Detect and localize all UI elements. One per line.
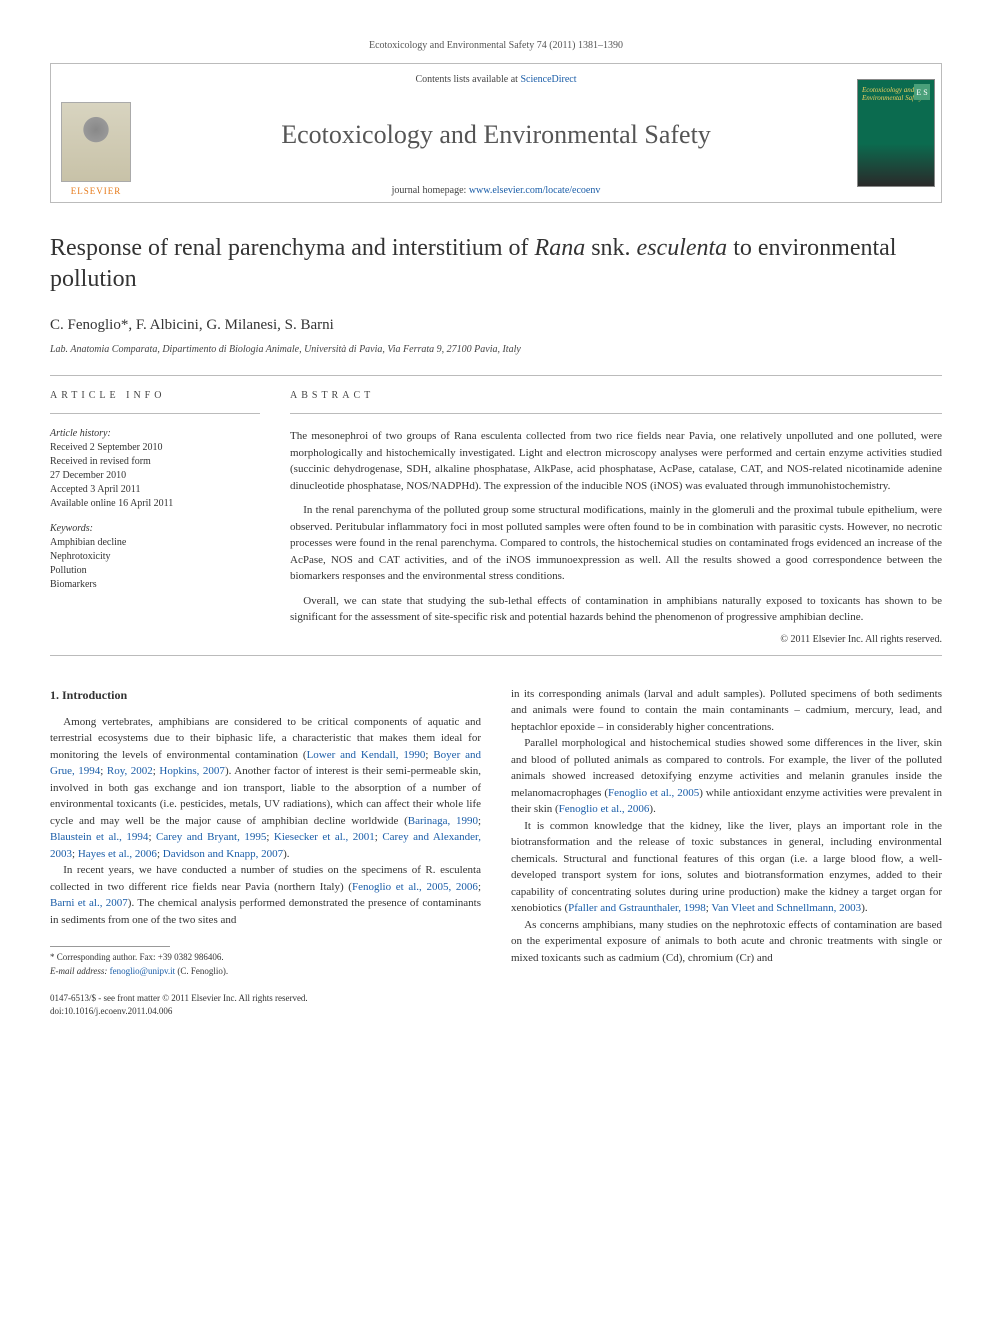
cover-col: E S Ecotoxicology and Environmental Safe… bbox=[851, 64, 941, 202]
text-run: ; bbox=[478, 881, 481, 893]
info-abstract-row: ARTICLE INFO Article history: Received 2… bbox=[50, 390, 942, 645]
citation-link[interactable]: Roy, 2002 bbox=[107, 765, 153, 777]
publisher-logo-col: ELSEVIER bbox=[51, 64, 141, 202]
journal-header: ELSEVIER Contents lists available at Sci… bbox=[50, 63, 942, 203]
divider bbox=[290, 413, 942, 414]
citation-link[interactable]: Fenoglio et al., 2005 bbox=[608, 787, 699, 799]
contents-prefix: Contents lists available at bbox=[415, 74, 520, 85]
text-run: ). bbox=[283, 848, 289, 860]
abstract-paragraph: Overall, we can state that studying the … bbox=[290, 593, 942, 626]
divider bbox=[50, 413, 260, 414]
title-part: snk. bbox=[585, 235, 636, 261]
body-paragraph: Parallel morphological and histochemical… bbox=[511, 735, 942, 818]
section-heading: 1. Introduction bbox=[50, 686, 481, 704]
citation-link[interactable]: Hayes et al., 2006 bbox=[78, 848, 157, 860]
email-footnote: E-mail address: fenoglio@unipv.it (C. Fe… bbox=[50, 965, 481, 979]
title-genus: Rana bbox=[535, 235, 586, 261]
history-line: Received in revised form bbox=[50, 455, 260, 469]
email-label: E-mail address: bbox=[50, 966, 110, 976]
text-run: ; bbox=[148, 831, 156, 843]
copyright-line: © 2011 Elsevier Inc. All rights reserved… bbox=[290, 634, 942, 645]
article-title: Response of renal parenchyma and interst… bbox=[50, 233, 942, 295]
keyword: Biomarkers bbox=[50, 578, 260, 592]
text-run: ). bbox=[649, 803, 655, 815]
contents-available-line: Contents lists available at ScienceDirec… bbox=[415, 74, 576, 85]
footnote-separator bbox=[50, 946, 170, 947]
citation-link[interactable]: Pfaller and Gstraunthaler, 1998 bbox=[568, 902, 706, 914]
body-columns: 1. Introduction Among vertebrates, amphi… bbox=[50, 686, 942, 1018]
journal-cover-thumbnail: E S Ecotoxicology and Environmental Safe… bbox=[857, 79, 935, 187]
homepage-prefix: journal homepage: bbox=[392, 185, 469, 196]
citation-link[interactable]: Lower and Kendall, 1990 bbox=[307, 749, 426, 761]
journal-reference: Ecotoxicology and Environmental Safety 7… bbox=[50, 40, 942, 51]
keywords-heading: Keywords: bbox=[50, 523, 260, 534]
keyword: Amphibian decline bbox=[50, 536, 260, 550]
history-line: 27 December 2010 bbox=[50, 469, 260, 483]
doi-line: doi:10.1016/j.ecoenv.2011.04.006 bbox=[50, 1005, 481, 1018]
divider bbox=[50, 375, 942, 376]
text-run: It is common knowledge that the kidney, … bbox=[511, 820, 942, 915]
citation-link[interactable]: Carey and Bryant, 1995 bbox=[156, 831, 266, 843]
corresponding-author-footnote: * Corresponding author. Fax: +39 0382 98… bbox=[50, 951, 481, 965]
body-paragraph: in its corresponding animals (larval and… bbox=[511, 686, 942, 736]
abstract-heading: ABSTRACT bbox=[290, 390, 942, 401]
citation-link[interactable]: Barinaga, 1990 bbox=[408, 815, 478, 827]
journal-homepage-line: journal homepage: www.elsevier.com/locat… bbox=[392, 185, 601, 196]
authors-line: C. Fenoglio*, F. Albicini, G. Milanesi, … bbox=[50, 317, 942, 334]
text-run: ). bbox=[861, 902, 867, 914]
body-left-col: 1. Introduction Among vertebrates, amphi… bbox=[50, 686, 481, 1018]
divider bbox=[50, 655, 942, 656]
affiliation-line: Lab. Anatomia Comparata, Dipartimento di… bbox=[50, 344, 942, 355]
email-who: (C. Fenoglio). bbox=[175, 966, 228, 976]
text-run: ; bbox=[478, 815, 481, 827]
citation-link[interactable]: Fenoglio et al., 2005, 2006 bbox=[352, 881, 478, 893]
body-paragraph: Among vertebrates, amphibians are consid… bbox=[50, 714, 481, 863]
citation-link[interactable]: Fenoglio et al., 2006 bbox=[559, 803, 650, 815]
citation-link[interactable]: Barni et al., 2007 bbox=[50, 897, 128, 909]
history-heading: Article history: bbox=[50, 428, 260, 439]
citation-link[interactable]: Hopkins, 2007 bbox=[159, 765, 225, 777]
title-part: Response of renal parenchyma and interst… bbox=[50, 235, 535, 261]
title-species: esculenta bbox=[637, 235, 728, 261]
citation-link[interactable]: Blaustein et al., 1994 bbox=[50, 831, 148, 843]
abstract-col: ABSTRACT The mesonephroi of two groups o… bbox=[290, 390, 942, 645]
keyword: Nephrotoxicity bbox=[50, 550, 260, 564]
body-paragraph: As concerns amphibians, many studies on … bbox=[511, 917, 942, 967]
abstract-paragraph: The mesonephroi of two groups of Rana es… bbox=[290, 428, 942, 494]
citation-link[interactable]: Van Vleet and Schnellmann, 2003 bbox=[711, 902, 861, 914]
history-line: Accepted 3 April 2011 bbox=[50, 483, 260, 497]
citation-link[interactable]: Davidson and Knapp, 2007 bbox=[163, 848, 283, 860]
sciencedirect-link[interactable]: ScienceDirect bbox=[520, 74, 576, 85]
body-paragraph: It is common knowledge that the kidney, … bbox=[511, 818, 942, 917]
history-line: Available online 16 April 2011 bbox=[50, 497, 260, 511]
publisher-name: ELSEVIER bbox=[71, 186, 122, 196]
body-paragraph: In recent years, we have conducted a num… bbox=[50, 862, 481, 928]
cover-badge: E S bbox=[914, 84, 930, 100]
body-right-col: in its corresponding animals (larval and… bbox=[511, 686, 942, 1018]
email-link[interactable]: fenoglio@unipv.it bbox=[110, 966, 175, 976]
article-info-heading: ARTICLE INFO bbox=[50, 390, 260, 401]
homepage-link[interactable]: www.elsevier.com/locate/ecoenv bbox=[469, 185, 601, 196]
keyword: Pollution bbox=[50, 564, 260, 578]
history-line: Received 2 September 2010 bbox=[50, 441, 260, 455]
journal-title: Ecotoxicology and Environmental Safety bbox=[281, 120, 711, 150]
abstract-paragraph: In the renal parenchyma of the polluted … bbox=[290, 502, 942, 585]
elsevier-tree-icon bbox=[61, 102, 131, 182]
text-run: ; bbox=[100, 765, 107, 777]
header-center: Contents lists available at ScienceDirec… bbox=[141, 64, 851, 202]
article-info-col: ARTICLE INFO Article history: Received 2… bbox=[50, 390, 260, 645]
text-run: ; bbox=[266, 831, 274, 843]
abstract-text: The mesonephroi of two groups of Rana es… bbox=[290, 428, 942, 626]
front-matter-line: 0147-6513/$ - see front matter © 2011 El… bbox=[50, 992, 481, 1005]
citation-link[interactable]: Kiesecker et al., 2001 bbox=[274, 831, 375, 843]
